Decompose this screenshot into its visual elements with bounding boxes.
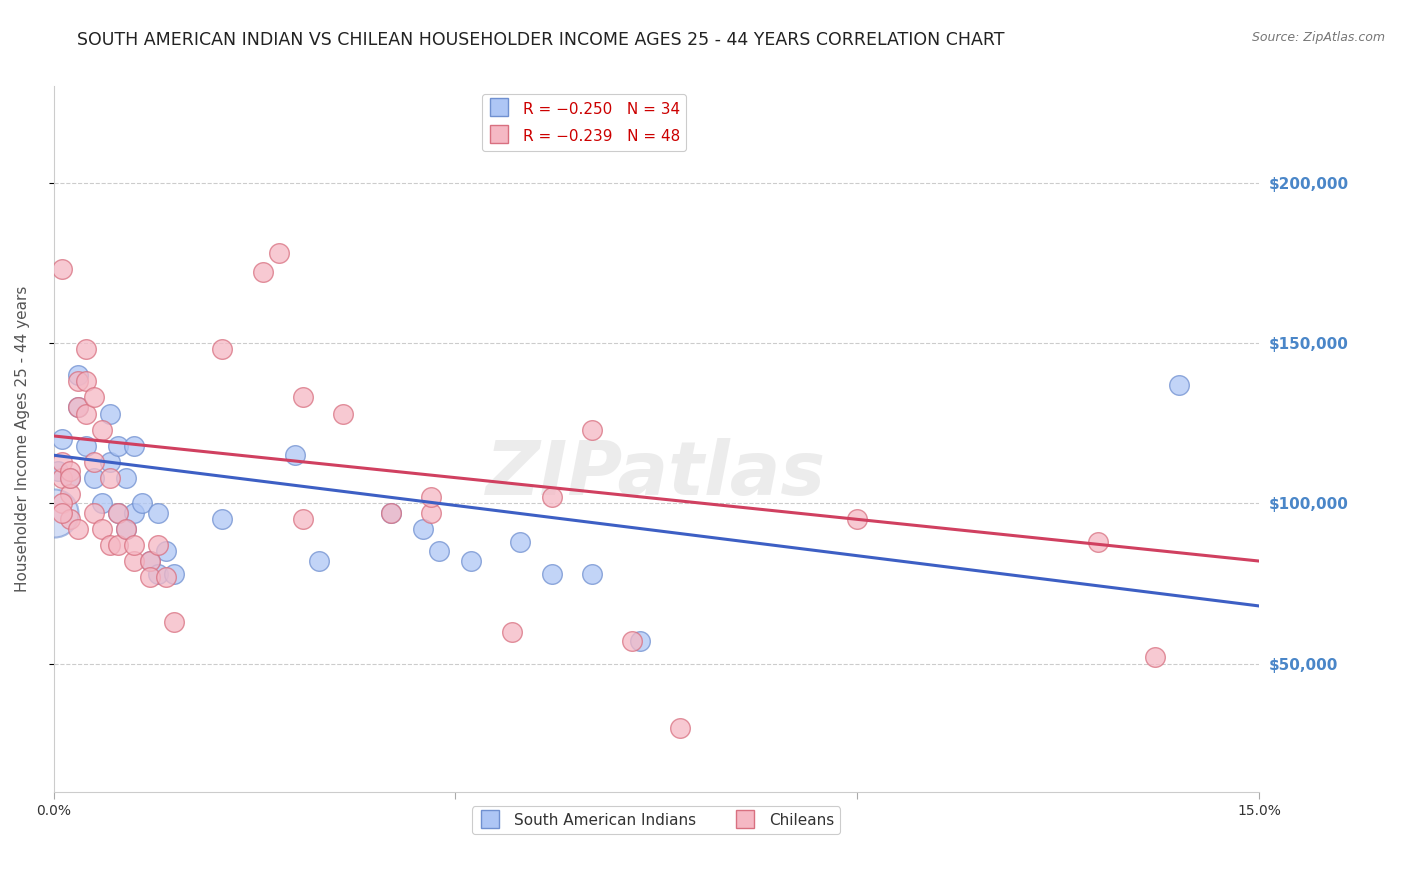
Point [380,506,402,520]
Point [66,400,89,414]
Point [163,566,186,581]
Point [59,486,82,500]
Point [59,512,82,526]
Point [90,423,112,437]
Point [75,407,97,421]
Point [51,432,73,446]
Point [540,490,562,504]
Point [66,400,89,414]
Point [1087,534,1109,549]
Legend: South American Indians, Chileans: South American Indians, Chileans [472,806,841,834]
Point [98,538,121,552]
Point [621,634,644,648]
Point [75,375,97,389]
Point [252,265,274,279]
Point [66,375,89,389]
Point [122,538,145,552]
Point [115,470,138,484]
Point [146,506,169,520]
Point [51,496,73,510]
Point [107,439,129,453]
Point [107,506,129,520]
Point [42,506,65,520]
Point [291,391,314,405]
Point [420,490,443,504]
Point [308,554,330,568]
Point [98,470,121,484]
Point [107,538,129,552]
Point [380,506,402,520]
Point [115,522,138,536]
Point [90,522,112,536]
Point [427,544,450,558]
Point [669,721,692,735]
Text: SOUTH AMERICAN INDIAN VS CHILEAN HOUSEHOLDER INCOME AGES 25 - 44 YEARS CORRELATI: SOUTH AMERICAN INDIAN VS CHILEAN HOUSEHO… [77,31,1005,49]
Point [846,512,869,526]
Point [412,522,434,536]
Point [51,455,73,469]
Point [460,554,482,568]
Point [51,470,73,484]
Point [83,455,105,469]
Point [139,554,162,568]
Point [98,455,121,469]
Point [291,512,314,526]
Point [90,496,112,510]
Y-axis label: Householder Income Ages 25 - 44 years: Householder Income Ages 25 - 44 years [15,286,30,592]
Point [163,615,186,629]
Point [122,439,145,453]
Point [155,570,177,584]
Point [51,262,73,277]
Point [51,506,73,520]
Point [75,439,97,453]
Point [420,506,443,520]
Point [509,534,531,549]
Point [131,496,153,510]
Point [540,566,562,581]
Point [66,522,89,536]
Point [581,423,603,437]
Point [98,407,121,421]
Point [139,554,162,568]
Text: ZIPatlas: ZIPatlas [486,438,827,511]
Point [267,246,290,260]
Point [146,538,169,552]
Point [59,464,82,478]
Point [75,343,97,357]
Point [211,343,233,357]
Point [122,506,145,520]
Point [107,506,129,520]
Point [628,634,651,648]
Point [155,544,177,558]
Point [59,470,82,484]
Point [115,522,138,536]
Point [1143,650,1166,665]
Point [1167,377,1189,392]
Point [146,566,169,581]
Text: Source: ZipAtlas.com: Source: ZipAtlas.com [1251,31,1385,45]
Point [59,470,82,484]
Point [501,624,523,639]
Point [284,448,307,462]
Point [83,391,105,405]
Point [122,554,145,568]
Point [46,464,69,478]
Point [83,470,105,484]
Point [66,368,89,382]
Point [211,512,233,526]
Point [139,570,162,584]
Point [83,506,105,520]
Point [581,566,603,581]
Point [332,407,354,421]
